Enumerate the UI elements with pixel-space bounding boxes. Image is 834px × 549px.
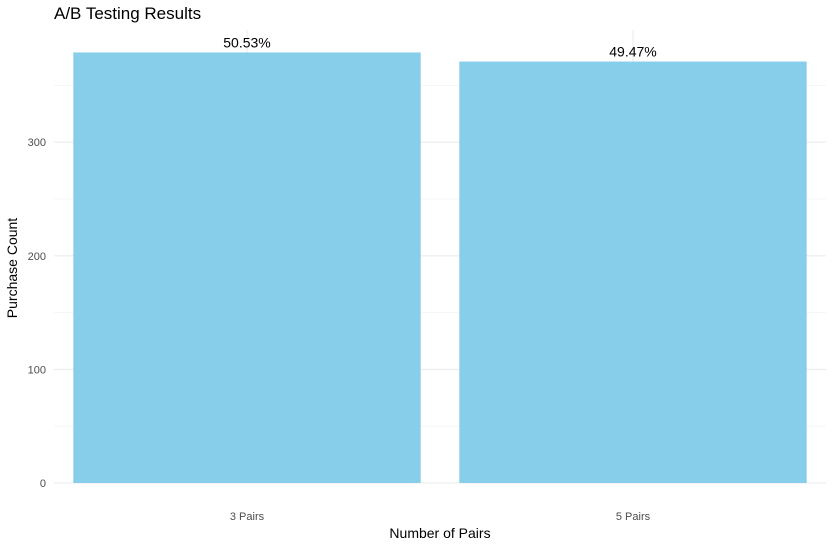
chart-title: A/B Testing Results (54, 4, 202, 23)
data-label: 50.53% (223, 34, 270, 50)
x-tick-label: 5 Pairs (616, 511, 651, 523)
bar-3-pairs (73, 52, 421, 484)
bar-5-pairs (459, 61, 807, 483)
x-axis-title: Number of Pairs (389, 525, 490, 541)
y-tick-label: 0 (40, 478, 46, 490)
y-tick-label: 300 (28, 137, 46, 149)
y-tick-label: 100 (28, 364, 46, 376)
y-tick-label: 200 (28, 251, 46, 263)
x-tick-label: 3 Pairs (230, 511, 265, 523)
y-axis-title: Purchase Count (4, 218, 20, 319)
bars (73, 52, 807, 484)
x-axis-ticks: 3 Pairs 5 Pairs (230, 511, 651, 523)
data-labels: 50.53% 49.47% (223, 34, 656, 59)
y-axis-ticks: 0 100 200 300 (28, 137, 46, 490)
data-label: 49.47% (609, 44, 656, 60)
